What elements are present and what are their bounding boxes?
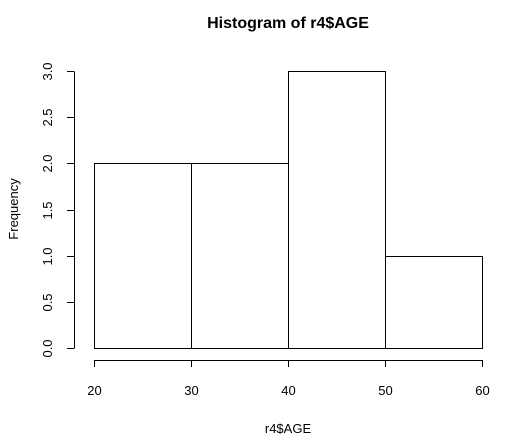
y-tick-label-6: 2.5 xyxy=(40,108,55,126)
x-tick-label-1: 20 xyxy=(87,383,101,398)
y-tick-label-1: 0.0 xyxy=(40,339,55,357)
histogram-bar-2 xyxy=(191,163,289,349)
chart-title: Histogram of r4$AGE xyxy=(207,15,369,32)
x-axis-label: r4$AGE xyxy=(265,421,312,436)
y-axis-label: Frequency xyxy=(6,178,21,240)
histogram-bar-3 xyxy=(288,71,386,349)
x-tick-label-2: 30 xyxy=(184,383,198,398)
bars-layer xyxy=(94,71,483,349)
x-axis: 20 30 40 50 60 xyxy=(87,360,490,398)
histogram-bar-1 xyxy=(94,163,192,349)
y-tick-label-3: 1.0 xyxy=(40,247,55,265)
y-tick-label-2: 0.5 xyxy=(40,293,55,311)
histogram-bar-4 xyxy=(385,256,483,349)
x-tick-label-5: 60 xyxy=(475,383,489,398)
y-tick-label-7: 3.0 xyxy=(40,62,55,80)
y-tick-label-4: 1.5 xyxy=(40,201,55,219)
x-tick-label-3: 40 xyxy=(281,383,295,398)
y-tick-label-5: 2.0 xyxy=(40,154,55,172)
y-axis: 0.0 0.5 1.0 1.5 2.0 2.5 3.0 xyxy=(40,62,75,358)
x-tick-label-4: 50 xyxy=(378,383,392,398)
